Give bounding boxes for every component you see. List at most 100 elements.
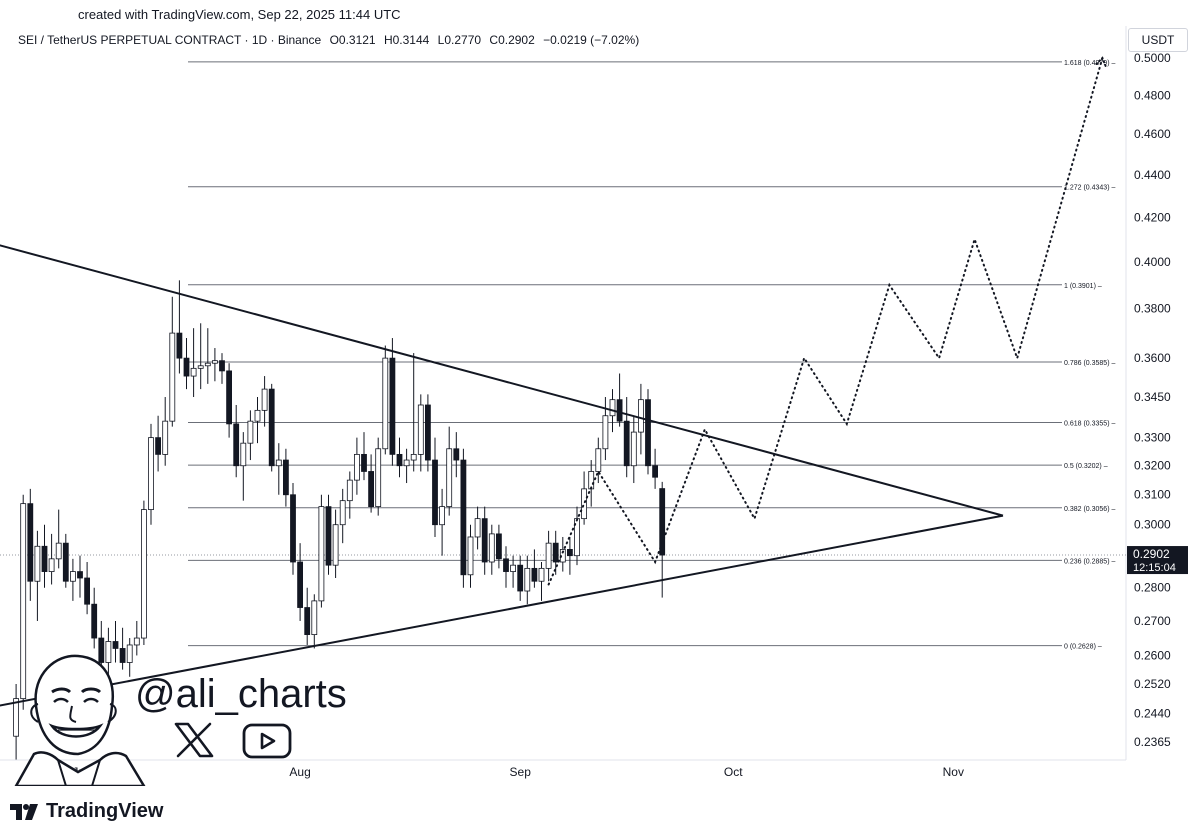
y-tick-label: 0.5000 xyxy=(1134,51,1171,65)
candle-bear xyxy=(652,465,658,478)
projected-arrow-head xyxy=(1095,56,1108,69)
candle-bull xyxy=(190,367,197,377)
fib-label-4: 0.618 (0.3355) – xyxy=(1064,421,1115,428)
candle-bull xyxy=(346,479,353,502)
candle-bear xyxy=(77,571,83,579)
fib-label-1: 1.272 (0.4343) – xyxy=(1064,185,1115,192)
candle-bull xyxy=(148,437,154,511)
candle-bull xyxy=(403,459,410,467)
candle-bear xyxy=(226,370,233,425)
candle-bull xyxy=(439,506,446,526)
candle-bear xyxy=(432,459,438,526)
candle-bull xyxy=(162,420,169,455)
candle-bull xyxy=(20,503,27,700)
candle-bull xyxy=(275,459,282,467)
candle-bull xyxy=(105,641,112,663)
x-tick-label: Nov xyxy=(943,765,964,779)
candle-bear xyxy=(616,399,623,422)
ohlc-open: O0.3121 xyxy=(329,33,376,47)
fib-label-2: 1 (0.3901) – xyxy=(1064,283,1102,290)
candle-bull xyxy=(339,500,346,526)
y-tick-label: 0.3800 xyxy=(1134,302,1171,316)
avatar-caricature xyxy=(14,654,146,786)
candle-bear xyxy=(531,567,538,582)
y-tick-label: 0.4600 xyxy=(1134,127,1171,141)
bar-countdown: 12:15:04 xyxy=(1133,562,1176,574)
triangle-lower-line xyxy=(0,514,1004,707)
price-change: −0.0219 (−7.02%) xyxy=(543,33,640,47)
candle-bear xyxy=(424,404,431,461)
candle-bear xyxy=(219,360,225,372)
y-tick-label: 0.3600 xyxy=(1134,351,1171,365)
created-with-text: created with TradingView.com, Sep 22, 20… xyxy=(78,7,401,22)
fib-label-0: 1.618 (0.4979) – xyxy=(1064,60,1115,67)
candle-bear xyxy=(119,648,126,663)
candle-bull xyxy=(204,362,211,367)
tradingview-wordmark: TradingView xyxy=(46,800,164,822)
candle-bear xyxy=(552,542,559,563)
candle-bull xyxy=(48,558,55,572)
watermark-handle: @ali_charts xyxy=(135,672,347,716)
tradingview-brand[interactable]: TradingView xyxy=(10,800,163,823)
candle-bull xyxy=(630,431,637,467)
symbol-title[interactable]: SEI / TetherUS PERPETUAL CONTRACT · 1D ·… xyxy=(18,33,322,47)
candle-bull xyxy=(588,471,595,490)
ohlc-high: H0.3144 xyxy=(383,33,430,47)
candle-bull xyxy=(261,388,268,411)
candle-bear xyxy=(460,459,467,576)
candle-bull xyxy=(13,698,20,737)
candle-bull xyxy=(524,567,531,592)
candle-bull xyxy=(638,399,644,433)
candle-bull xyxy=(609,399,616,417)
candle-bear xyxy=(481,518,488,563)
candle-bull xyxy=(474,518,481,538)
candle-bull xyxy=(595,448,602,472)
candle-bear xyxy=(155,437,162,455)
y-tick-label: 0.2520 xyxy=(1134,677,1171,691)
y-tick-label: 0.4000 xyxy=(1134,255,1171,269)
candle-bear xyxy=(27,503,34,582)
candle-bull xyxy=(538,567,545,582)
candle-bull xyxy=(488,533,495,563)
candle-bull xyxy=(169,332,176,422)
candle-bull xyxy=(311,600,318,636)
x-tick-label: Sep xyxy=(510,765,532,779)
candle-bull xyxy=(410,453,417,461)
tradingview-logo-icon xyxy=(10,803,38,820)
fib-label-8: 0 (0.2628) – xyxy=(1064,644,1102,651)
candle-bear xyxy=(112,641,119,649)
candle-bear xyxy=(91,603,98,639)
candle-bull xyxy=(467,536,474,576)
currency-button[interactable]: USDT xyxy=(1128,28,1188,52)
candle-bear xyxy=(282,459,289,496)
candle-bear xyxy=(41,545,48,572)
candle-bull xyxy=(375,448,382,508)
triangle-upper-line xyxy=(0,244,1004,517)
fib-label-5: 0.5 (0.3202) – xyxy=(1064,463,1108,470)
x-tick-label: Oct xyxy=(724,765,743,779)
last-price-label: 0.2902 xyxy=(1133,547,1170,561)
candle-bull xyxy=(318,506,325,602)
y-tick-label: 0.3100 xyxy=(1134,488,1171,502)
y-tick-label: 0.3300 xyxy=(1134,431,1171,445)
candle-bull xyxy=(417,404,424,455)
candle-bear xyxy=(623,420,630,467)
ohlc-low: L0.2770 xyxy=(437,33,482,47)
candle-bull xyxy=(140,509,147,639)
candle-bull xyxy=(602,415,609,450)
candle-bull xyxy=(34,545,41,582)
candle-bear xyxy=(297,561,304,608)
x-tick-label: Aug xyxy=(289,765,310,779)
candle-bear xyxy=(176,332,183,359)
candle-bear xyxy=(268,388,275,467)
x-logo-icon xyxy=(174,722,214,758)
candle-bull xyxy=(247,420,254,444)
projected-path xyxy=(547,57,1104,586)
symbol-header: SEI / TetherUS PERPETUAL CONTRACT · 1D ·… xyxy=(18,33,644,47)
candle-bear xyxy=(503,558,509,572)
fib-label-3: 0.786 (0.3585) – xyxy=(1064,360,1115,367)
candle-bear xyxy=(304,607,311,636)
y-tick-label: 0.2700 xyxy=(1134,614,1171,628)
candle-bull xyxy=(510,564,517,572)
